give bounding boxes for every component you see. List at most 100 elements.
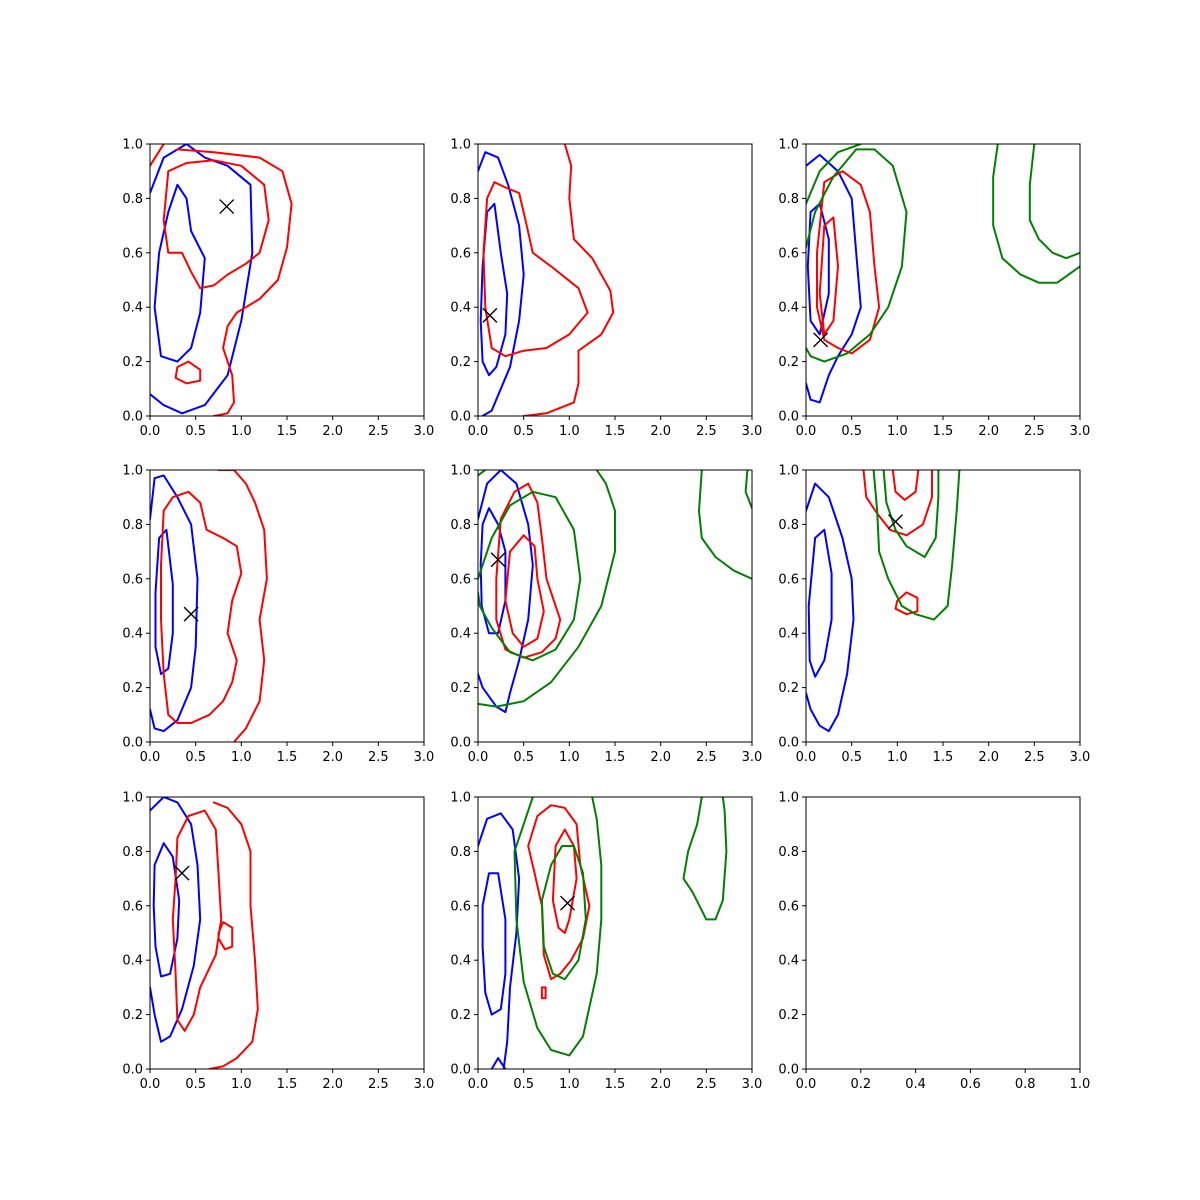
x-tick-label: 2.0: [322, 750, 343, 765]
contour-line-blue: [150, 797, 202, 1043]
contour-line-green: [806, 144, 862, 205]
y-tick-label: 0.2: [450, 1008, 471, 1023]
y-tick-label: 0.8: [122, 192, 143, 207]
contour-group: [150, 470, 268, 742]
contour-line-green: [806, 148, 908, 363]
x-tick-label: 2.0: [978, 750, 999, 765]
y-tick-label: 0.4: [778, 301, 799, 316]
x-marker-stroke: [490, 552, 506, 568]
contour-group: [806, 470, 961, 733]
contour-line-green: [1028, 144, 1080, 260]
contour-line-red: [551, 828, 578, 934]
y-tick-label: 0.4: [122, 627, 143, 642]
x-marker: [813, 332, 829, 348]
contour-line-green: [682, 797, 728, 921]
axes-frame: [477, 143, 753, 417]
y-tick-label: 0.4: [778, 954, 799, 969]
x-tick-label: 0.8: [1015, 1077, 1036, 1092]
y-tick-label: 0.6: [450, 899, 471, 914]
x-marker: [482, 307, 498, 323]
x-tick-label: 2.5: [368, 1077, 389, 1092]
x-tick-label: 1.0: [231, 750, 252, 765]
x-tick-label: 3.0: [742, 1077, 763, 1092]
contour-group: [150, 797, 259, 1069]
x-marker-stroke: [183, 606, 199, 622]
x-tick-label: 1.0: [559, 750, 580, 765]
x-tick-label: 2.5: [696, 750, 717, 765]
contour-line-blue: [481, 872, 507, 1016]
y-tick-label: 1.0: [122, 464, 143, 479]
x-tick-label: 0.0: [140, 424, 161, 439]
y-tick-label: 0.6: [122, 572, 143, 587]
x-tick-label: 3.0: [742, 424, 763, 439]
contour-group: [478, 797, 728, 1069]
contour-group: [806, 144, 1080, 404]
y-tick-label: 0.0: [122, 1063, 143, 1078]
y-tick-label: 1.0: [450, 138, 471, 153]
contour-line-blue: [150, 474, 199, 733]
x-marker-stroke: [219, 199, 235, 215]
x-tick-label: 0.5: [513, 750, 534, 765]
contour-line-blue: [478, 812, 521, 1069]
y-tick-label: 0.4: [122, 301, 143, 316]
contour-line-green: [478, 490, 582, 662]
contour-line-green: [540, 845, 587, 981]
subplot-2-2: 0.0 0.2 0.4 0.6 0.8 1.0 0.0 0.2 0.4 0.6 0.8 1.0: [778, 791, 1090, 1093]
contour-line-red: [540, 986, 547, 1000]
x-marker: [219, 199, 235, 215]
x-tick-label: 2.0: [978, 424, 999, 439]
contour-line-green: [744, 470, 752, 510]
contour-line-blue: [490, 1057, 507, 1069]
x-tick-label: 2.5: [1024, 750, 1045, 765]
x-tick-label: 2.5: [368, 750, 389, 765]
subplot-0-2: 0.0 0.5 1.0 1.5 2.0 2.5 3.0 0.0 0.2 0.4 0.6 0.8 1.0: [778, 138, 1090, 440]
x-tick-label: 0.0: [468, 424, 489, 439]
x-tick-label: 0.0: [140, 750, 161, 765]
y-tick-label: 0.8: [122, 518, 143, 533]
x-tick-label: 0.0: [796, 1077, 817, 1092]
x-tick-label: 1.5: [277, 750, 298, 765]
contour-line-green: [872, 470, 961, 621]
x-marker-stroke: [482, 307, 498, 323]
x-tick-label: 0.5: [841, 750, 862, 765]
y-tick-label: 0.2: [450, 355, 471, 370]
subplot-0-1: 0.0 0.5 1.0 1.5 2.0 2.5 3.0 0.0 0.2 0.4 0.6 0.8 1.0: [450, 138, 762, 440]
contour-group: [478, 144, 615, 416]
y-tick-label: 0.2: [450, 681, 471, 696]
x-marker: [888, 514, 904, 530]
y-tick-label: 1.0: [450, 791, 471, 806]
x-tick-label: 0.5: [185, 750, 206, 765]
contour-line-red: [894, 591, 919, 616]
x-tick-label: 1.0: [887, 424, 908, 439]
subplot-1-1: 0.0 0.5 1.0 1.5 2.0 2.5 3.0 0.0 0.2 0.4 0.6 0.8 1.0: [450, 464, 762, 766]
contour-line-blue: [478, 151, 525, 416]
x-tick-label: 1.0: [231, 1077, 252, 1092]
y-tick-label: 0.2: [778, 1008, 799, 1023]
x-tick-label: 0.5: [513, 1077, 534, 1092]
subplot-1-0: 0.0 0.5 1.0 1.5 2.0 2.5 3.0 0.0 0.2 0.4 0.6 0.8 1.0: [122, 464, 434, 766]
y-tick-label: 0.8: [778, 845, 799, 860]
y-tick-label: 0.6: [122, 899, 143, 914]
x-tick-label: 3.0: [742, 750, 763, 765]
contour-line-blue: [154, 528, 174, 675]
x-tick-label: 0.5: [185, 1077, 206, 1092]
y-tick-label: 1.0: [122, 138, 143, 153]
subplot-1-2: 0.0 0.5 1.0 1.5 2.0 2.5 3.0 0.0 0.2 0.4 0.6 0.8 1.0: [778, 464, 1090, 766]
x-tick-label: 0.2: [850, 1077, 871, 1092]
x-marker-stroke: [888, 514, 904, 530]
x-tick-label: 1.5: [933, 424, 954, 439]
x-tick-label: 3.0: [414, 424, 435, 439]
y-tick-label: 0.4: [122, 954, 143, 969]
y-tick-label: 0.0: [778, 410, 799, 425]
contour-line-blue: [150, 144, 254, 415]
y-tick-label: 0.0: [450, 1063, 471, 1078]
y-tick-label: 1.0: [778, 464, 799, 479]
axes-frame: [805, 143, 1081, 417]
y-tick-label: 0.0: [450, 736, 471, 751]
y-tick-label: 0.8: [450, 192, 471, 207]
y-tick-label: 0.6: [778, 246, 799, 261]
contour-line-blue: [479, 202, 509, 377]
y-tick-label: 0.4: [778, 627, 799, 642]
contour-line-green: [882, 470, 940, 558]
y-tick-label: 1.0: [778, 138, 799, 153]
